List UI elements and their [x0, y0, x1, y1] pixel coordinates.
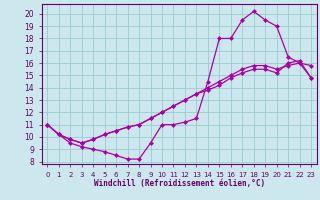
X-axis label: Windchill (Refroidissement éolien,°C): Windchill (Refroidissement éolien,°C)	[94, 179, 265, 188]
